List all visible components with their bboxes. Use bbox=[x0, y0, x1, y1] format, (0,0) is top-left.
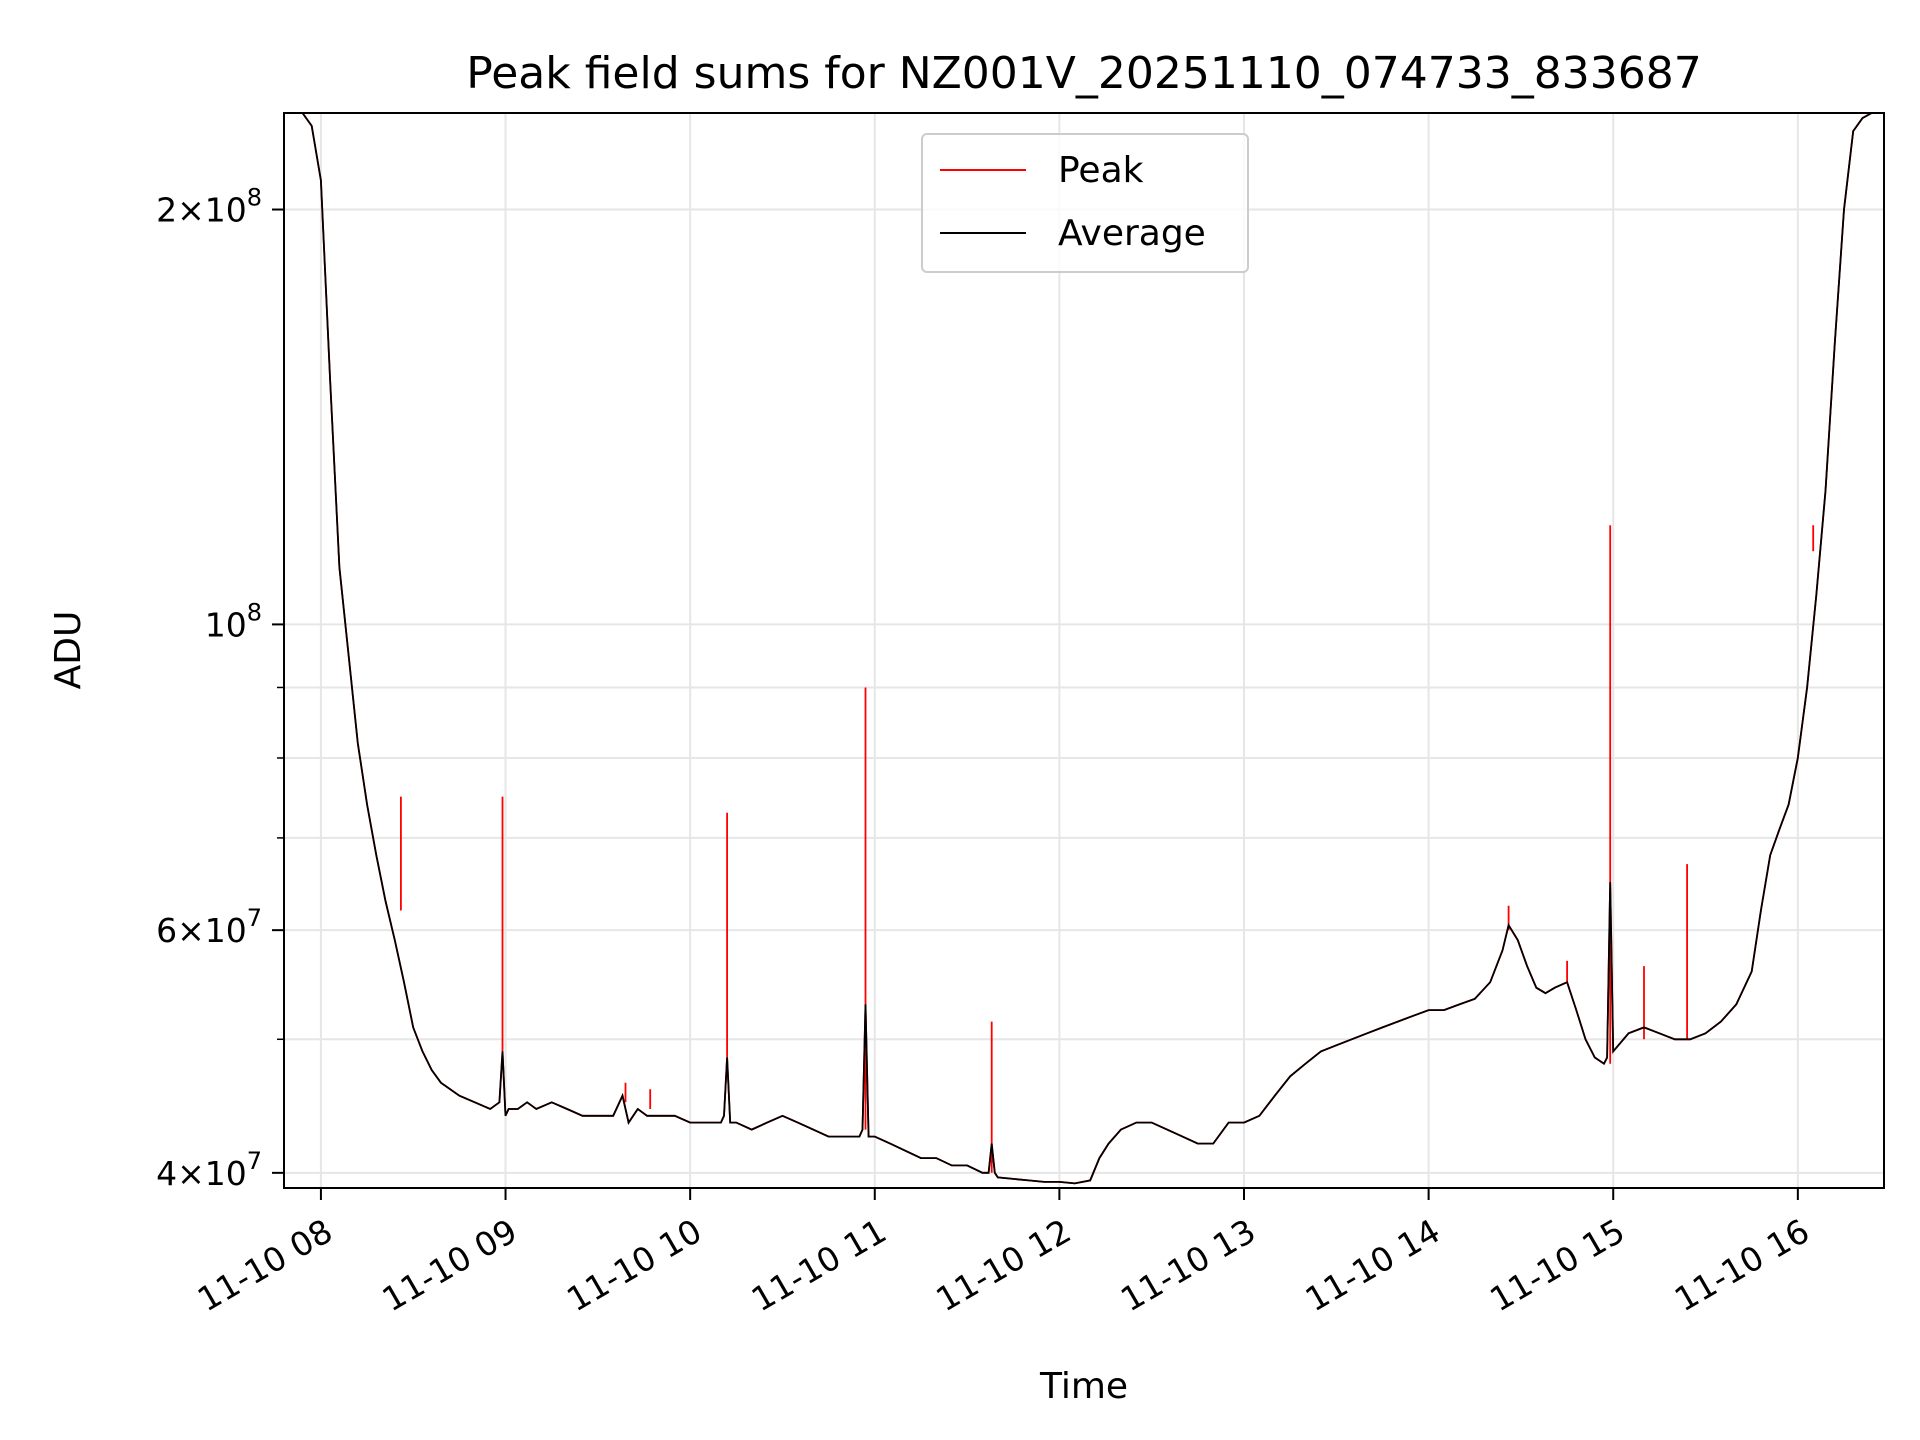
y-tick-label: 108 bbox=[205, 598, 262, 644]
legend-label-average: Average bbox=[1058, 213, 1206, 254]
plot-area bbox=[284, 113, 1884, 1185]
series-line-peak bbox=[284, 113, 1884, 1185]
y-axis-label: ADU bbox=[48, 611, 89, 690]
chart-title: Peak field sums for NZ001V_20251110_0747… bbox=[466, 48, 1701, 99]
series-line-average bbox=[284, 113, 1884, 1185]
y-tick-label: 6×107 bbox=[156, 904, 262, 950]
legend-box bbox=[921, 133, 1249, 273]
plot-frame bbox=[283, 112, 1885, 1189]
y-tick-label: 2×108 bbox=[156, 184, 262, 230]
y-tick-label: 4×107 bbox=[156, 1147, 262, 1193]
grid bbox=[284, 113, 1884, 1188]
legend: Peak Average bbox=[921, 133, 1249, 273]
y-axis: 4×107 6×107 108 2×108 bbox=[156, 184, 284, 1193]
x-axis-label: Time bbox=[1039, 1366, 1128, 1407]
legend-label-peak: Peak bbox=[1058, 150, 1144, 191]
